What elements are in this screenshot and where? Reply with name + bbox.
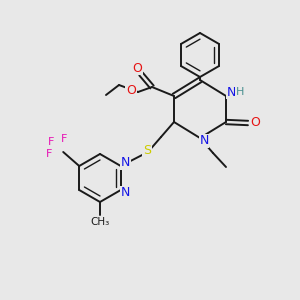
Text: O: O bbox=[132, 61, 142, 74]
Text: N: N bbox=[226, 85, 236, 98]
Text: F: F bbox=[46, 149, 52, 159]
Text: H: H bbox=[236, 87, 244, 97]
Text: F: F bbox=[48, 137, 54, 147]
Text: O: O bbox=[126, 85, 136, 98]
Text: N: N bbox=[121, 157, 130, 169]
Text: O: O bbox=[250, 116, 260, 128]
Text: N: N bbox=[121, 187, 130, 200]
Text: N: N bbox=[199, 134, 209, 148]
Text: CH₃: CH₃ bbox=[90, 217, 110, 227]
Text: F: F bbox=[61, 134, 68, 144]
Text: S: S bbox=[143, 145, 151, 158]
